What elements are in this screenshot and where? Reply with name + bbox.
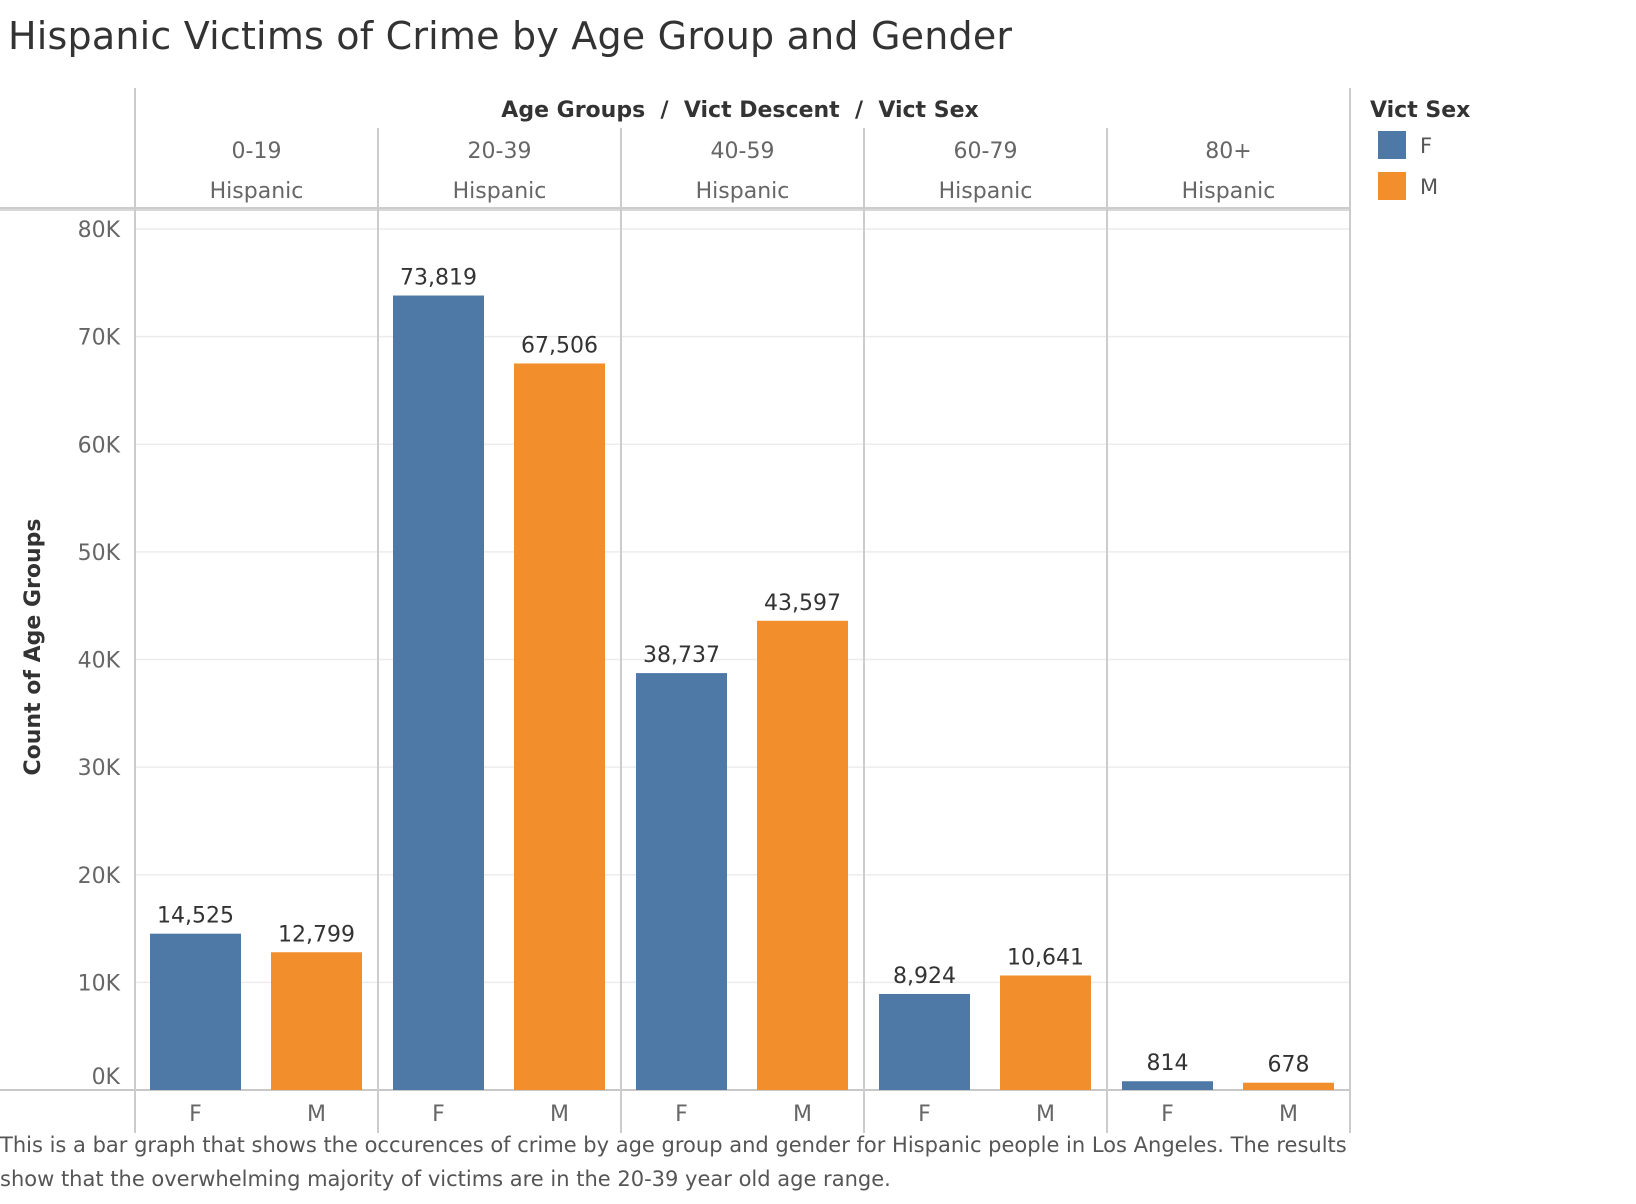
- axes: 0K 10K 20K 30K 40K 50K 60K 70K 80K F M F M F M F M F M: [78, 218, 1298, 1127]
- gridlines: [135, 228, 1350, 984]
- bar: [1000, 975, 1091, 1090]
- age-group-header: 20-39: [468, 139, 532, 164]
- data-label: 12,799: [278, 922, 355, 947]
- data-label: 67,506: [521, 333, 598, 358]
- y-tick-label: 80K: [78, 218, 121, 243]
- x-tick-label: F: [918, 1102, 931, 1127]
- column-headers: Age Groups / Vict Descent / Vict Sex 0-1…: [210, 98, 1276, 204]
- y-tick-label: 40K: [78, 649, 121, 674]
- data-label: 14,525: [157, 904, 234, 929]
- data-label: 678: [1268, 1053, 1310, 1078]
- bar: [1243, 1082, 1334, 1090]
- data-labels: 14,525 12,799 73,819 67,506 38,737 43,597 8,92…: [157, 266, 1309, 1078]
- x-tick-label: M: [1036, 1102, 1055, 1127]
- header-field-label: Age Groups / Vict Descent / Vict Sex: [501, 98, 978, 123]
- bar: [271, 952, 362, 1090]
- chart-caption: This is a bar graph that shows the occur…: [0, 1133, 1347, 1191]
- y-tick-label: 70K: [78, 326, 121, 351]
- data-label: 10,641: [1007, 945, 1084, 970]
- x-tick-label: M: [793, 1102, 812, 1127]
- bar: [150, 933, 241, 1090]
- data-label: 43,597: [764, 591, 841, 616]
- y-tick-label: 60K: [78, 433, 121, 458]
- bar: [757, 620, 848, 1090]
- age-group-header: 40-59: [711, 139, 775, 164]
- x-tick-label: F: [432, 1102, 445, 1127]
- descent-header: Hispanic: [696, 179, 790, 204]
- descent-header: Hispanic: [1182, 179, 1276, 204]
- bar: [393, 295, 484, 1090]
- descent-header: Hispanic: [210, 179, 304, 204]
- y-axis-title: Count of Age Groups: [21, 519, 46, 776]
- legend-label: F: [1420, 134, 1432, 158]
- legend-label: M: [1420, 175, 1438, 199]
- x-tick-label: F: [675, 1102, 688, 1127]
- data-label: 38,737: [643, 643, 720, 668]
- legend-swatch: [1378, 131, 1406, 159]
- age-group-header: 60-79: [954, 139, 1018, 164]
- age-group-header: 0-19: [232, 139, 282, 164]
- x-tick-label: F: [1161, 1102, 1174, 1127]
- legend: Vict Sex FM: [1370, 98, 1470, 200]
- data-label: 73,819: [400, 266, 477, 291]
- legend-swatch: [1378, 172, 1406, 200]
- y-tick-label: 20K: [78, 864, 121, 889]
- data-label: 814: [1147, 1051, 1189, 1076]
- descent-header: Hispanic: [939, 179, 1033, 204]
- y-tick-label: 10K: [78, 971, 121, 996]
- legend-title: Vict Sex: [1370, 98, 1470, 123]
- x-tick-label: M: [307, 1102, 326, 1127]
- y-tick-label: 0K: [92, 1065, 121, 1090]
- bars: [150, 295, 1334, 1090]
- x-tick-label: M: [1279, 1102, 1298, 1127]
- chart-title: Hispanic Victims of Crime by Age Group a…: [8, 14, 1013, 58]
- age-group-header: 80+: [1205, 139, 1251, 164]
- descent-header: Hispanic: [453, 179, 547, 204]
- y-tick-label: 50K: [78, 541, 121, 566]
- bar: [1122, 1081, 1213, 1090]
- y-axis-title-group: Count of Age Groups: [21, 519, 46, 776]
- x-tick-label: M: [550, 1102, 569, 1127]
- bar: [879, 993, 970, 1090]
- data-label: 8,924: [893, 964, 956, 989]
- bar: [636, 673, 727, 1090]
- x-tick-label: F: [189, 1102, 202, 1127]
- bar: [514, 363, 605, 1090]
- y-tick-label: 30K: [78, 756, 121, 781]
